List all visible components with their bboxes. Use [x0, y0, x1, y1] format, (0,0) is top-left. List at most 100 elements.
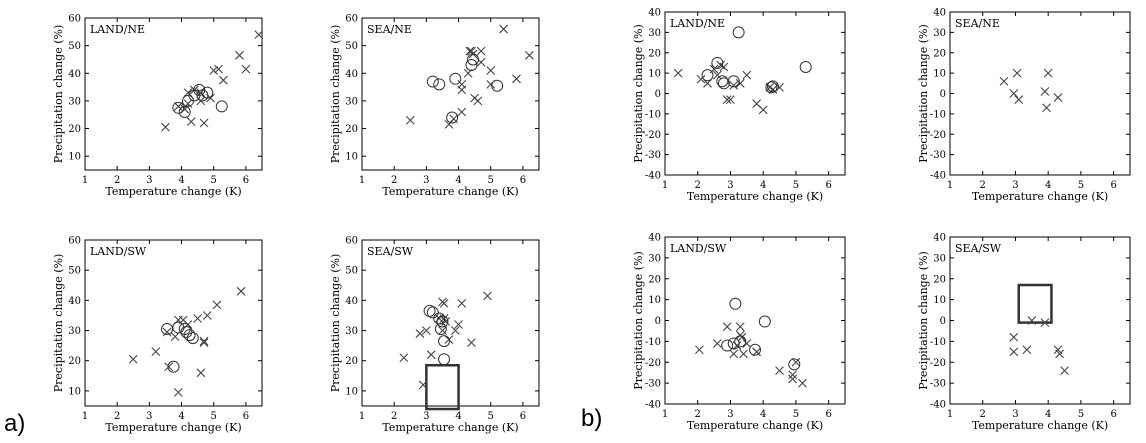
y-tick-label: 40	[68, 296, 81, 307]
x-tick-label: 3	[146, 175, 152, 186]
y-tick-label: 40	[345, 296, 358, 307]
y-axis-label: Precipitation change (%)	[52, 25, 65, 164]
data-point-cross	[729, 349, 739, 359]
data-point-circle	[758, 315, 771, 328]
data-point-cross	[235, 50, 244, 60]
data-point-cross	[694, 345, 704, 355]
x-tick-label: 3	[146, 411, 152, 422]
y-tick-label: 20	[648, 48, 661, 59]
y-tick-label: 10	[648, 295, 661, 306]
y-tick-label: 30	[68, 96, 81, 107]
x-tick-label: 4	[760, 180, 766, 191]
x-tick-label: 2	[695, 180, 701, 191]
x-tick-label: 1	[662, 409, 668, 420]
data-point-cross	[170, 332, 180, 341]
x-tick-label: 4	[1045, 409, 1051, 420]
y-tick-label: -10	[645, 109, 661, 120]
x-tick-label: 1	[82, 175, 88, 186]
chart-panel-3: 1 2 3 4 5 6 10 20 30 40 50 60 LAND/SW Temperature cha…	[52, 236, 263, 434]
x-axis-label: Temperature change (K)	[972, 419, 1108, 432]
x-tick-label: 5	[793, 180, 799, 191]
y-tick-label: 10	[933, 295, 946, 306]
y-tick-label: -30	[645, 150, 661, 161]
y-tick-label: 50	[68, 41, 81, 52]
y-tick-label: -20	[930, 130, 946, 141]
data-point-cross	[173, 388, 183, 397]
y-tick-label: 30	[648, 28, 661, 39]
data-point-cross	[483, 291, 492, 301]
data-point-circle	[449, 72, 462, 85]
data-point-circle	[436, 315, 449, 328]
y-tick-label: 60	[68, 14, 81, 25]
y-tick-label: 20	[648, 274, 661, 285]
x-tick-label: 2	[114, 411, 120, 422]
data-point-cross	[199, 336, 209, 346]
y-tick-label: 40	[68, 69, 81, 80]
data-point-cross	[212, 300, 222, 310]
data-point-cross	[673, 68, 683, 78]
data-point-circle	[446, 111, 459, 124]
y-tick-label: 60	[345, 236, 358, 247]
plot-frame	[949, 11, 1131, 176]
y-tick-label: 40	[648, 233, 661, 244]
data-point-cross	[173, 102, 183, 111]
x-tick-label: 6	[243, 411, 249, 422]
y-tick-label: 0	[655, 316, 661, 327]
x-tick-label: 5	[1078, 409, 1084, 420]
y-axis-label: Precipitation change (%)	[329, 25, 342, 164]
data-point-circle	[799, 61, 812, 74]
y-tick-label: -30	[645, 379, 661, 390]
y-tick-label: 50	[345, 266, 358, 277]
data-point-cross	[415, 329, 425, 338]
chart-panel-1: 1 2 3 4 5 6 10 20 30 40 50 60 LAND/NE Temperature cha…	[52, 14, 264, 198]
x-axis-label: Temperature change (K)	[687, 190, 823, 203]
data-point-cross	[798, 378, 807, 388]
data-point-cross	[775, 366, 784, 375]
data-point-cross	[499, 24, 508, 34]
y-tick-label: 30	[68, 326, 81, 337]
y-tick-label: 40	[345, 69, 358, 80]
data-point-cross	[254, 30, 264, 39]
x-tick-label: 4	[178, 175, 184, 186]
panel-title: SEA/SW	[367, 245, 414, 258]
data-point-cross	[193, 314, 203, 323]
y-axis-label: Precipitation change (%)	[632, 24, 645, 163]
x-tick-label: 2	[391, 411, 397, 422]
x-tick-label: 6	[1110, 409, 1116, 420]
x-tick-label: 1	[82, 411, 88, 422]
x-tick-label: 4	[455, 411, 461, 422]
plot-frame	[949, 236, 1131, 405]
data-point-cross	[199, 338, 209, 348]
data-point-circle	[167, 360, 180, 373]
data-point-cross	[712, 70, 722, 80]
data-point-cross	[421, 326, 431, 335]
chart-panel-7: 1 2 3 4 5 6 -40 -30 -20 -10 0 10 20 30 40 LAND/SW Temper…	[632, 233, 846, 432]
data-point-cross	[218, 75, 228, 85]
y-tick-label: -30	[930, 379, 946, 390]
data-point-cross	[1009, 332, 1019, 342]
x-tick-label: 3	[423, 175, 429, 186]
y-axis-label: Precipitation change (%)	[917, 251, 930, 390]
plot-frame	[361, 239, 540, 407]
data-point-cross	[742, 339, 752, 348]
data-point-cross	[758, 105, 768, 115]
data-point-cross	[457, 107, 467, 117]
x-tick-label: 3	[727, 409, 733, 420]
y-tick-label: 10	[933, 69, 946, 80]
data-point-cross	[752, 347, 762, 357]
y-tick-label: 30	[933, 28, 946, 39]
data-point-circle	[711, 56, 724, 69]
data-point-circle	[765, 81, 778, 94]
data-point-cross	[703, 78, 712, 88]
data-point-cross	[1055, 349, 1065, 359]
panel-title: SEA/NE	[955, 17, 1000, 30]
y-tick-label: 20	[345, 124, 358, 135]
panel-title: LAND/SW	[90, 245, 147, 258]
data-point-cross	[128, 354, 138, 364]
y-tick-label: -40	[930, 400, 946, 411]
data-point-cross	[1009, 89, 1019, 98]
x-tick-label: 4	[178, 411, 184, 422]
data-point-cross	[476, 46, 486, 56]
data-point-cross	[735, 322, 745, 332]
data-point-circle	[172, 101, 185, 114]
